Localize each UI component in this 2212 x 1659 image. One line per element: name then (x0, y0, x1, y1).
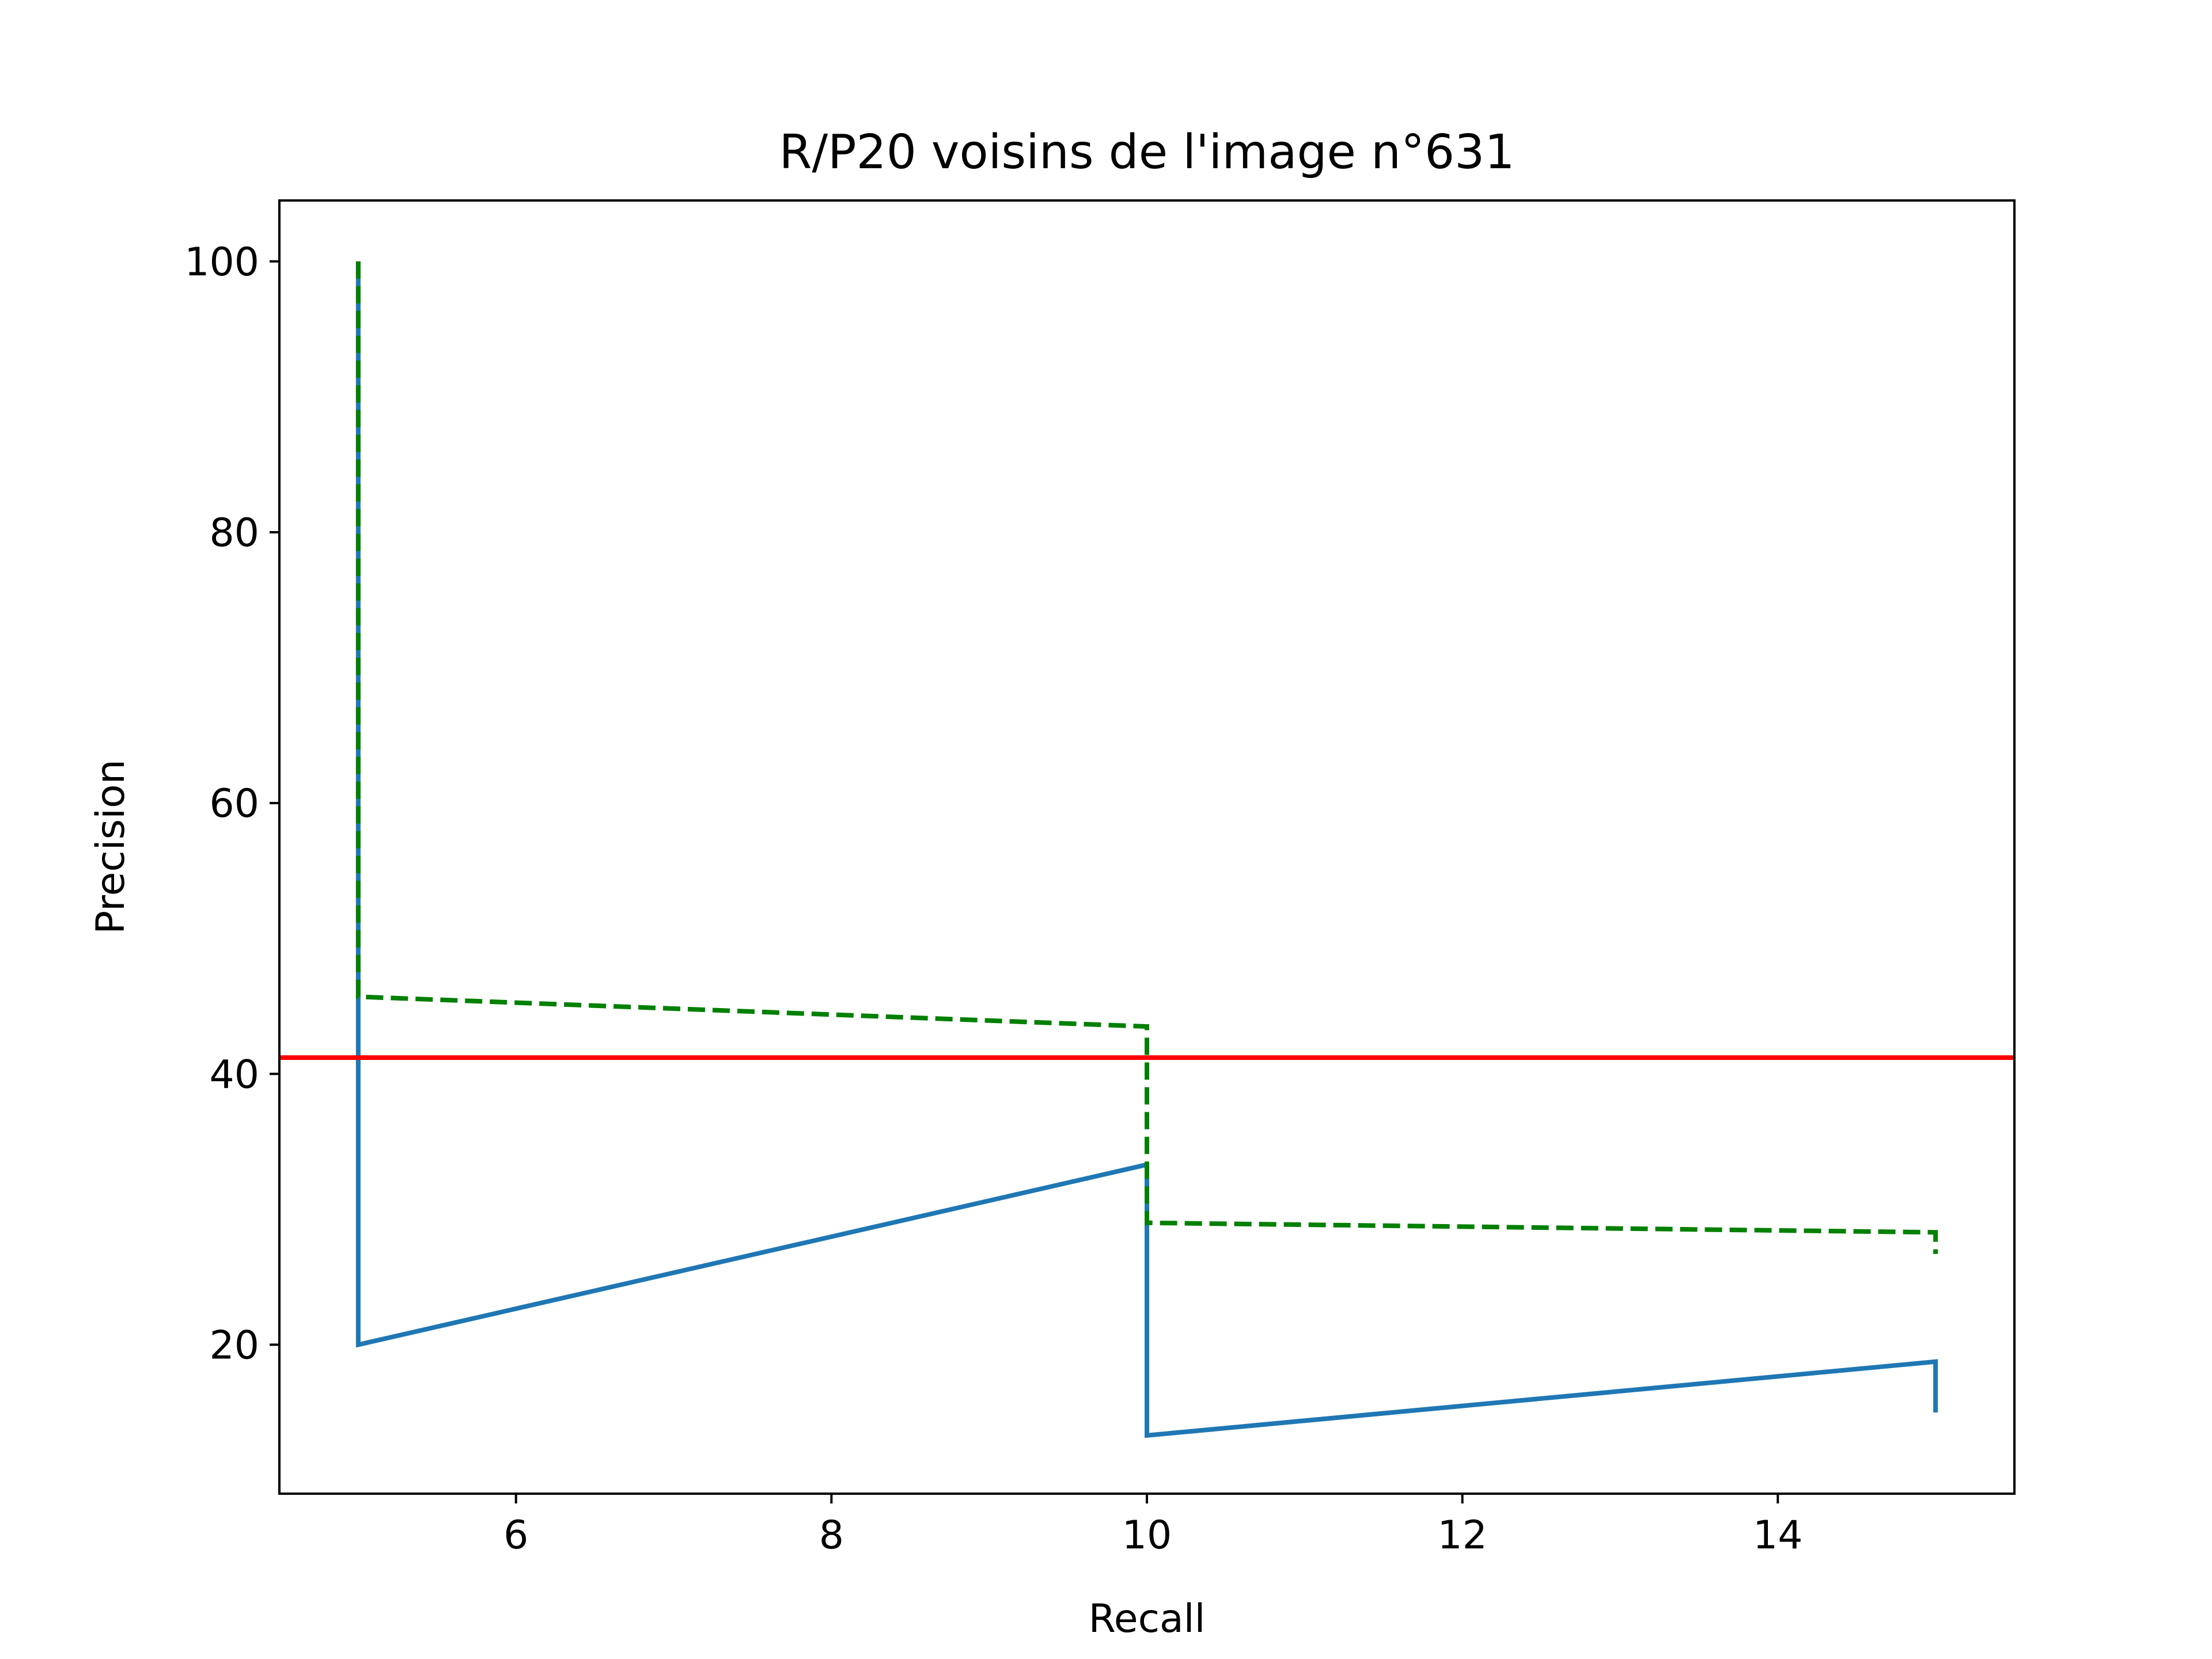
y-tick-label: 40 (209, 1052, 259, 1097)
x-tick-label: 14 (1753, 1513, 1803, 1558)
x-axis-ticks: 6 8 10 12 14 (503, 1494, 1803, 1558)
y-axis-ticks: 20 40 60 80 100 (184, 240, 279, 1368)
series-line-2 (355, 261, 1938, 1254)
x-tick-label: 10 (1122, 1513, 1172, 1558)
plot-area (279, 261, 2014, 1438)
x-tick-label: 6 (503, 1513, 528, 1558)
chart-title: R/P20 voisins de l'image n°631 (779, 125, 1514, 180)
x-axis-label: Recall (1089, 1596, 1206, 1642)
x-tick-label: 12 (1437, 1513, 1487, 1558)
x-tick-label: 8 (819, 1513, 844, 1558)
y-tick-label: 80 (209, 510, 259, 556)
y-axis-label: Precision (88, 759, 134, 934)
y-tick-label: 100 (184, 240, 259, 285)
y-tick-label: 20 (209, 1323, 259, 1368)
y-tick-label: 60 (209, 781, 259, 827)
